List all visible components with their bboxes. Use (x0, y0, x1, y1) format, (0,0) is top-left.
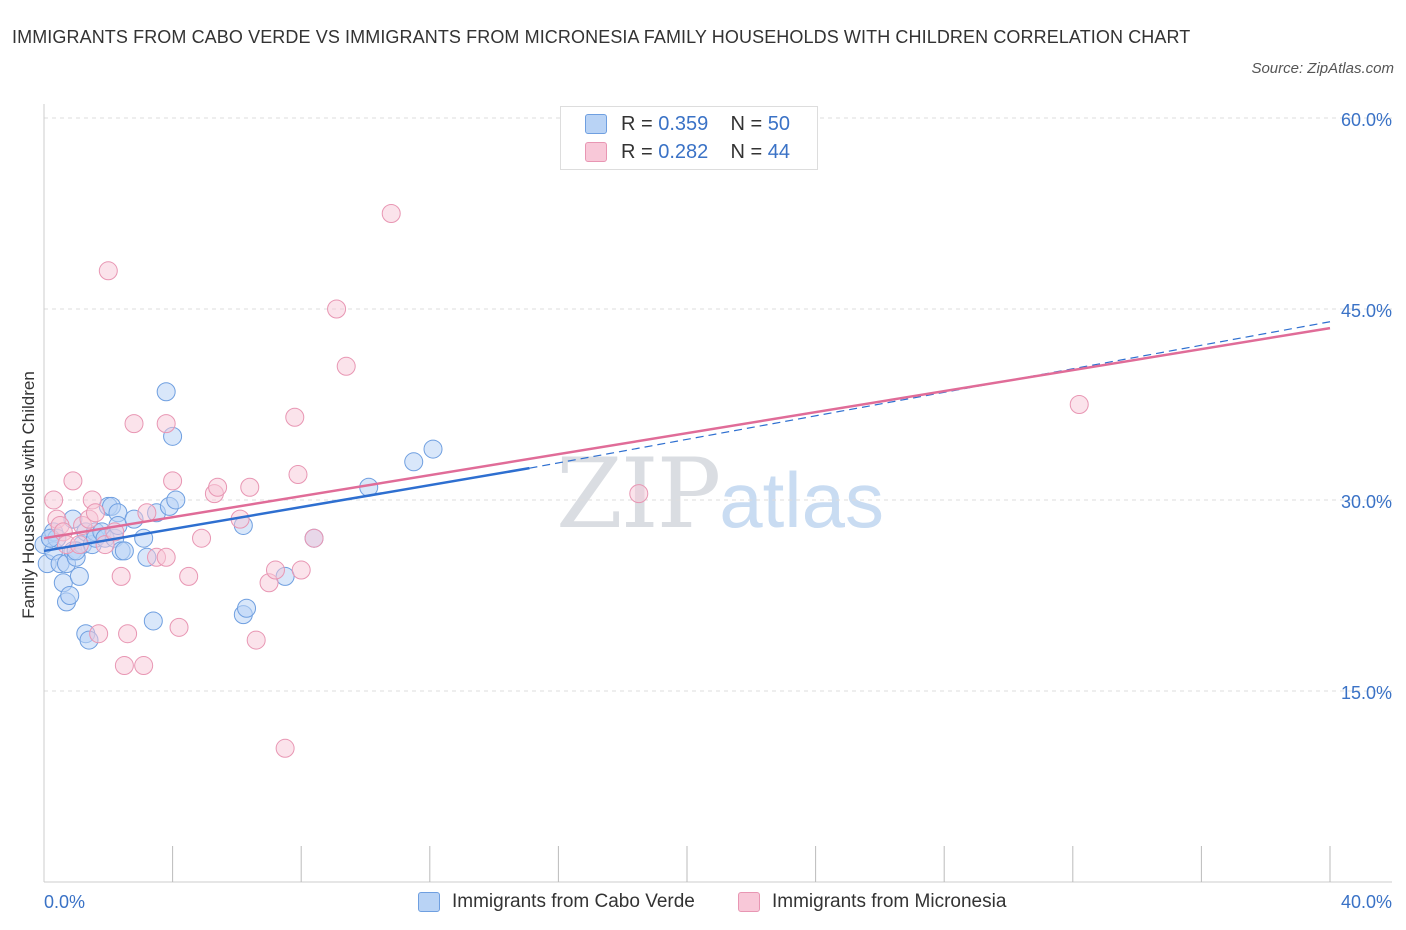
data-point-micronesia (163, 471, 183, 491)
trend-line-cabo-verde (43, 466, 530, 553)
legend-n-value: 50 (767, 112, 791, 135)
data-point-cabo-verde (69, 566, 89, 586)
data-point-micronesia (1069, 395, 1089, 414)
data-point-micronesia (275, 738, 295, 758)
data-point-cabo-verde (60, 586, 80, 605)
data-point-micronesia (63, 471, 83, 491)
legend-n-value: 44 (767, 140, 791, 163)
data-point-micronesia (304, 528, 324, 548)
bottom-legend-label: Immigrants from Micronesia (772, 891, 1007, 912)
data-point-micronesia (291, 560, 311, 580)
data-point-micronesia (169, 617, 189, 637)
data-point-micronesia (134, 656, 154, 676)
bottom-legend-swatch-blue (418, 892, 440, 912)
data-point-micronesia (381, 204, 401, 223)
correlation-legend: R = 0.359 N = 50 R = 0.282 N = 44 (560, 106, 818, 170)
data-point-micronesia (208, 477, 228, 497)
data-point-micronesia (137, 503, 157, 523)
x-tick-label: 0.0% (44, 892, 85, 912)
legend-r-value: 0.282 (658, 140, 709, 163)
watermark-atlas: atlas (719, 456, 884, 544)
trend-line-cabo-verde-dashed (529, 321, 1331, 469)
data-point-micronesia (246, 630, 266, 650)
data-point-micronesia (192, 528, 212, 548)
legend-row-micronesia: R = 0.282 N = 44 (585, 140, 790, 164)
axes (43, 104, 1392, 883)
y-axis-title: Family Households with Children (19, 371, 38, 619)
y-tick-label: 30.0% (1341, 492, 1392, 512)
data-point-cabo-verde (143, 611, 163, 631)
data-point-cabo-verde (423, 439, 443, 459)
legend-r-label: R = (621, 140, 653, 163)
data-point-micronesia (111, 566, 131, 586)
data-point-cabo-verde (404, 452, 424, 472)
y-tick-label: 15.0% (1341, 683, 1392, 703)
data-point-micronesia (44, 490, 64, 510)
series-micronesia-points (44, 204, 1089, 758)
bottom-legend-label: Immigrants from Cabo Verde (452, 891, 695, 912)
tick-labels: 15.0% 30.0% 45.0% 60.0% 0.0% 40.0% Family Hous… (19, 110, 1392, 912)
data-point-micronesia (285, 407, 305, 427)
bottom-legend-micronesia: Immigrants from Micronesia (738, 889, 1006, 915)
legend-r-label: R = (621, 112, 653, 135)
data-point-micronesia (124, 414, 144, 434)
trend-lines (43, 321, 1331, 553)
data-point-micronesia (85, 503, 105, 523)
legend-r-value: 0.359 (658, 112, 709, 135)
legend-swatch-pink (585, 142, 607, 162)
data-point-cabo-verde (237, 598, 257, 618)
legend-swatch-blue (585, 114, 607, 134)
data-point-micronesia (118, 624, 138, 644)
x-tick-label: 40.0% (1341, 892, 1392, 912)
data-point-micronesia (89, 624, 109, 644)
data-point-micronesia (98, 261, 118, 281)
data-point-micronesia (114, 656, 134, 676)
source-credit: Source: ZipAtlas.com (1251, 60, 1394, 77)
data-point-micronesia (265, 560, 285, 580)
data-point-micronesia (156, 547, 176, 567)
y-tick-label: 60.0% (1341, 110, 1392, 130)
data-point-micronesia (327, 299, 347, 319)
data-point-micronesia (629, 484, 649, 504)
legend-n-label: N = (730, 112, 763, 135)
data-point-micronesia (288, 465, 308, 485)
legend-n-label: N = (730, 140, 763, 163)
chart-title: IMMIGRANTS FROM CABO VERDE VS IMMIGRANTS… (12, 27, 1191, 47)
data-point-micronesia (240, 477, 260, 497)
data-point-cabo-verde (114, 541, 134, 561)
trend-line-micronesia (43, 326, 1331, 540)
watermark: ZIPatlas (556, 438, 884, 550)
y-tick-label: 45.0% (1341, 301, 1392, 321)
data-point-micronesia (179, 566, 199, 586)
data-point-micronesia (156, 414, 176, 434)
data-point-micronesia (336, 356, 356, 376)
legend-row-cabo-verde: R = 0.359 N = 50 (585, 112, 790, 136)
bottom-legend-swatch-pink (738, 892, 760, 912)
data-point-cabo-verde (166, 490, 186, 510)
data-point-cabo-verde (156, 382, 176, 402)
bottom-legend-cabo-verde: Immigrants from Cabo Verde (418, 889, 695, 915)
